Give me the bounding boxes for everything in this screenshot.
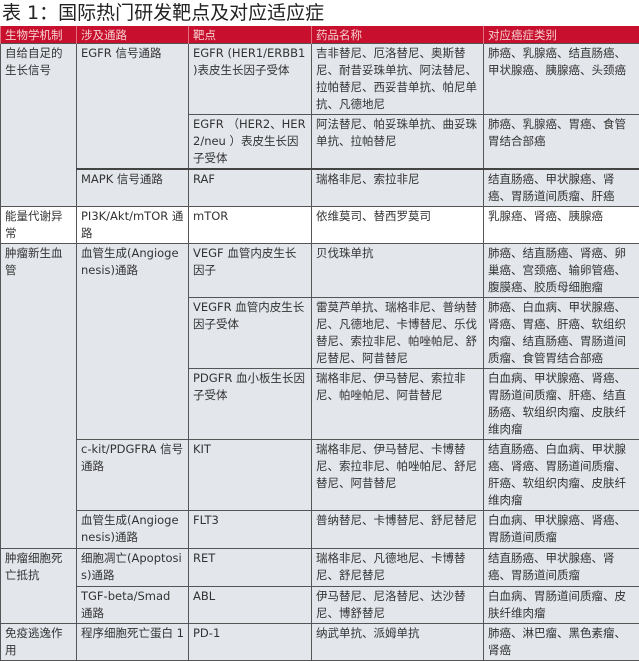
target-cell: FLT3 bbox=[189, 511, 312, 549]
table-row: MAPK 信号通路 RAF 瑞格非尼、索拉非尼 结直肠癌、甲状腺癌、肾癌、胃肠道… bbox=[1, 169, 639, 207]
header-mechanism: 生物学机制 bbox=[1, 26, 77, 44]
targets-table: 生物学机制 涉及通路 靶点 药品名称 对应癌症类别 自给自足的生长信号 EGFR… bbox=[0, 26, 639, 661]
pathway-cell: 程序细胞死亡蛋白 1 bbox=[77, 624, 189, 661]
mechanism-cell: 肿瘤新生血管 bbox=[1, 244, 77, 549]
drugs-cell: 贝伐珠单抗 bbox=[312, 244, 484, 298]
table-row: c-kit/PDGFRA 信号通路 KIT 瑞格非尼、伊马替尼、卡博替尼、索拉非… bbox=[1, 440, 639, 511]
table-row: TGF-beta/Smad 通路 ABL 伊马替尼、尼洛替尼、达沙替尼、博舒替尼… bbox=[1, 587, 639, 624]
mechanism-cell: 自给自足的生长信号 bbox=[1, 44, 77, 207]
cancers-cell: 白血病、胃肠道间质瘤、皮肤纤维肉瘤 bbox=[484, 587, 639, 624]
table-row: 肿瘤细胞死亡抵抗 细胞凋亡(Apoptosis)通路 RET 瑞格非尼、凡德地尼… bbox=[1, 549, 639, 587]
cancers-cell: 结直肠癌、甲状腺癌、肾癌、胃肠道间质瘤、肝癌 bbox=[484, 169, 639, 207]
header-row: 生物学机制 涉及通路 靶点 药品名称 对应癌症类别 bbox=[1, 26, 639, 44]
cancers-cell: 肺癌、淋巴瘤、黑色素瘤、肾癌 bbox=[484, 624, 639, 661]
pathway-cell: MAPK 信号通路 bbox=[77, 169, 189, 207]
target-cell: mTOR bbox=[189, 207, 312, 244]
cancers-cell: 白血病、甲状腺癌、肾癌、胃肠道间质瘤、肝癌、结直肠癌、软组织肉瘤、皮肤纤维肉瘤 bbox=[484, 369, 639, 440]
cancers-cell: 肺癌、乳腺癌、结直肠癌、甲状腺癌、胰腺癌、头颈癌 bbox=[484, 44, 639, 115]
cancers-cell: 结直肠癌、白血病、甲状腺癌、肾癌、胃肠道间质瘤、肝癌、软组织肉瘤、皮肤纤维肉瘤 bbox=[484, 440, 639, 511]
target-cell: KIT bbox=[189, 440, 312, 511]
target-cell: PD-1 bbox=[189, 624, 312, 661]
cancers-cell: 肺癌、结直肠癌、肾癌、卵巢癌、宫颈癌、输卵管癌、腹膜癌、胶质母细胞瘤 bbox=[484, 244, 639, 298]
target-cell: EGFR （HER2、HER 2/neu ）表皮生长因子受体 bbox=[189, 115, 312, 170]
pathway-cell: PI3K/Akt/mTOR 通路 bbox=[77, 207, 189, 244]
header-cancers: 对应癌症类别 bbox=[484, 26, 639, 44]
target-cell: RAF bbox=[189, 169, 312, 207]
cancers-cell: 结直肠癌、甲状腺癌、肾癌、胃肠道间质瘤 bbox=[484, 549, 639, 587]
pathway-cell: EGFR 信号通路 bbox=[77, 44, 189, 170]
cancers-cell: 肺癌、白血病、甲状腺癌、肾癌、胃癌、肝癌、软组织肉瘤、结直肠癌、胃肠道间质瘤、食… bbox=[484, 298, 639, 369]
mechanism-cell: 免疫逃逸作用 bbox=[1, 624, 77, 661]
table-row: 自给自足的生长信号 EGFR 信号通路 EGFR (HER1/ERBB1 )表皮… bbox=[1, 44, 639, 115]
cancers-cell: 白血病、甲状腺癌、肾癌、胃肠道间质瘤 bbox=[484, 511, 639, 549]
table-row: 血管生成(Angiogenesis)通路 FLT3 普纳替尼、卡博替尼、舒尼替尼… bbox=[1, 511, 639, 549]
drugs-cell: 瑞格非尼、伊马替尼、索拉非尼、帕唑帕尼、阿昔替尼 bbox=[312, 369, 484, 440]
pathway-cell: 血管生成(Angiogenesis)通路 bbox=[77, 244, 189, 440]
target-cell: RET bbox=[189, 549, 312, 587]
table-row: 肿瘤新生血管 血管生成(Angiogenesis)通路 VEGF 血管内皮生长因… bbox=[1, 244, 639, 298]
header-drugs: 药品名称 bbox=[312, 26, 484, 44]
drugs-cell: 伊马替尼、尼洛替尼、达沙替尼、博舒替尼 bbox=[312, 587, 484, 624]
drugs-cell: 瑞格非尼、伊马替尼、卡博替尼、索拉非尼、帕唑帕尼、舒尼替尼、阿昔替尼 bbox=[312, 440, 484, 511]
drugs-cell: 瑞格非尼、索拉非尼 bbox=[312, 169, 484, 207]
target-cell: ABL bbox=[189, 587, 312, 624]
target-cell: VEGFR 血管内皮生长因子受体 bbox=[189, 298, 312, 369]
target-cell: EGFR (HER1/ERBB1 )表皮生长因子受体 bbox=[189, 44, 312, 115]
drugs-cell: 纳武单抗、派姆单抗 bbox=[312, 624, 484, 661]
table-row: 免疫逃逸作用 程序细胞死亡蛋白 1 PD-1 纳武单抗、派姆单抗 肺癌、淋巴瘤、… bbox=[1, 624, 639, 661]
pathway-cell: 细胞凋亡(Apoptosis)通路 bbox=[77, 549, 189, 587]
target-cell: VEGF 血管内皮生长因子 bbox=[189, 244, 312, 298]
cancers-cell: 乳腺癌、肾癌、胰腺癌 bbox=[484, 207, 639, 244]
pathway-cell: TGF-beta/Smad 通路 bbox=[77, 587, 189, 624]
drugs-cell: 依维莫司、替西罗莫司 bbox=[312, 207, 484, 244]
drugs-cell: 阿法替尼、帕妥珠单抗、曲妥珠单抗、拉帕替尼 bbox=[312, 115, 484, 170]
header-pathway: 涉及通路 bbox=[77, 26, 189, 44]
table-row: 能量代谢异常 PI3K/Akt/mTOR 通路 mTOR 依维莫司、替西罗莫司 … bbox=[1, 207, 639, 244]
table-title: 表 1：国际热门研发靶点及对应适应症 bbox=[0, 0, 639, 26]
pathway-cell: c-kit/PDGFRA 信号通路 bbox=[77, 440, 189, 511]
drugs-cell: 普纳替尼、卡博替尼、舒尼替尼 bbox=[312, 511, 484, 549]
drugs-cell: 吉非替尼、厄洛替尼、奥斯替尼、耐昔妥珠单抗、阿法替尼、拉帕替尼、西妥昔单抗、帕尼… bbox=[312, 44, 484, 115]
pathway-cell: 血管生成(Angiogenesis)通路 bbox=[77, 511, 189, 549]
target-cell: PDGFR 血小板生长因子受体 bbox=[189, 369, 312, 440]
mechanism-cell: 能量代谢异常 bbox=[1, 207, 77, 244]
drugs-cell: 雷莫芦单抗、瑞格非尼、普纳替尼、凡德地尼、卡博替尼、乐伐替尼、索拉非尼、帕唑帕尼… bbox=[312, 298, 484, 369]
header-target: 靶点 bbox=[189, 26, 312, 44]
drugs-cell: 瑞格非尼、凡德地尼、卡博替尼、舒尼替尼 bbox=[312, 549, 484, 587]
mechanism-cell: 肿瘤细胞死亡抵抗 bbox=[1, 549, 77, 624]
cancers-cell: 肺癌、乳腺癌、胃癌、食管胃结合部癌 bbox=[484, 115, 639, 170]
